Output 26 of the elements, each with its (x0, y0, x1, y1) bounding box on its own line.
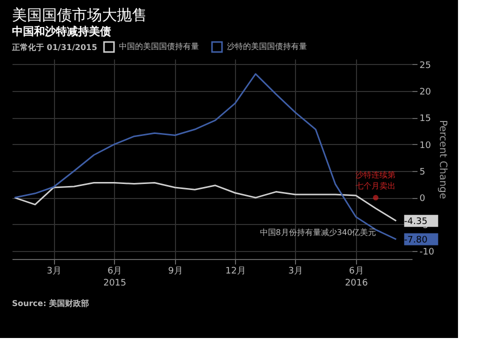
x-tick-label: 6月 2016 (344, 266, 368, 288)
x-tick-label: 3月 (46, 266, 62, 276)
y-tick-label: 15 (420, 114, 431, 124)
x-tick-label: 3月 (288, 266, 304, 276)
annotation: 沙特连续第七个月卖出 (356, 170, 396, 191)
legend-label: 中国的美国国债持有量 (119, 42, 199, 51)
y-tick-label: 0 (420, 194, 426, 204)
y-tick-label: 20 (420, 88, 432, 98)
line-series (14, 73, 397, 240)
chart-subtitle: 中国和沙特减持美债 (12, 25, 111, 38)
data-label: -7.80 (404, 235, 428, 246)
y-tick-label: 25 (420, 60, 431, 71)
annotation: 中国8月份持有量减少340亿美元 (260, 228, 376, 237)
legend-label: 沙特的美国国债持有量 (227, 42, 307, 51)
x-tick-label: 9月 (168, 266, 183, 276)
legend-title: 正常化于 01/31/2015 (11, 43, 98, 52)
y-tick-label: 5 (420, 168, 426, 178)
data-label: -4.35 (404, 216, 428, 227)
line-series (14, 182, 397, 222)
source-note: Source: 美国财政部 (12, 298, 90, 308)
chart-title: 美国国债市场大抛售 (12, 6, 147, 24)
x-tick-label: 12月 (225, 266, 246, 276)
y-tick-label: -10 (420, 248, 434, 258)
y-tick-label: 10 (420, 140, 432, 151)
x-tick-label: 6月 2015 (103, 266, 126, 288)
y-axis-title: Percent Change (437, 120, 448, 200)
